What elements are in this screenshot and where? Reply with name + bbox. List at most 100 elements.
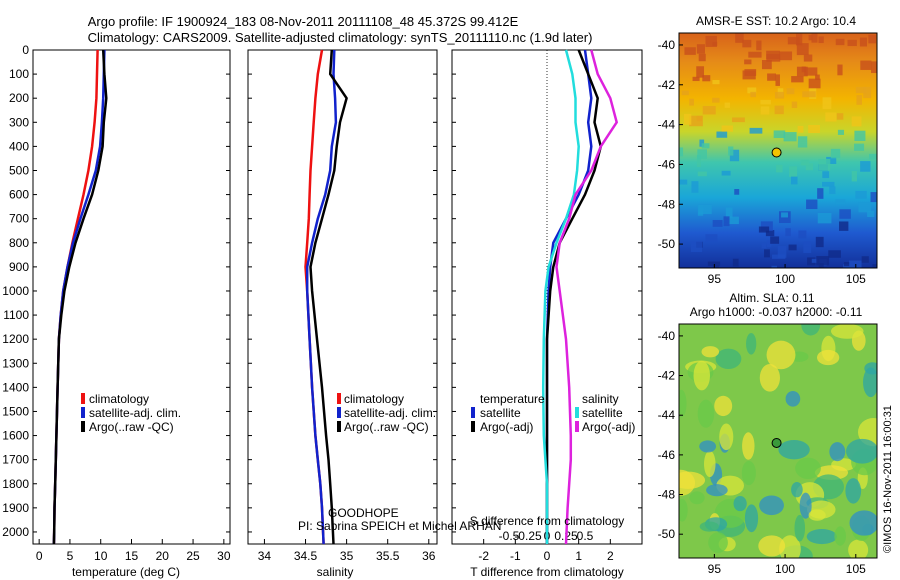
sla-texture-blob — [863, 367, 877, 398]
sst-texture-cell — [696, 44, 705, 54]
sst-texture-cell — [747, 87, 757, 94]
sst-texture-cell — [856, 95, 863, 105]
sla-texture-blob — [693, 360, 710, 391]
sst-texture-cell — [742, 39, 752, 48]
legend-swatch — [337, 407, 341, 418]
sst-texture-cell — [817, 188, 824, 199]
legend-swatch — [81, 407, 85, 418]
sst-texture-cell — [702, 105, 716, 115]
sst-texture-cell — [775, 74, 780, 86]
x-tick-label: 34 — [258, 549, 272, 563]
sst-texture-cell — [761, 60, 772, 70]
legend-satellite-adj: satellite-adj. clim. — [344, 406, 436, 420]
sst-texture-cell — [696, 155, 701, 167]
y-tick-label: 1800 — [2, 477, 29, 491]
sst-texture-cell — [728, 216, 739, 225]
sst-texture-cell — [772, 254, 786, 259]
sst-texture-cell — [835, 38, 845, 46]
sst-texture-cell — [855, 190, 867, 199]
legend-swatch — [575, 421, 579, 432]
salinity-series — [304, 49, 348, 545]
sst-texture-cell — [816, 256, 830, 266]
sst-texture-cell — [683, 113, 692, 125]
sst-texture-cell — [822, 181, 835, 187]
sla-texture-blob — [701, 346, 720, 358]
legend-temperature-title: temperature — [480, 392, 545, 406]
difference-legend: temperature salinity satellite Argo(-adj… — [471, 392, 635, 434]
sst-texture-cell — [790, 176, 798, 185]
sst-texture-cell — [750, 91, 757, 98]
sla-texture-blob — [799, 492, 812, 519]
sla-texture-blob — [779, 535, 801, 558]
sst-texture-cell — [679, 179, 688, 185]
sst-texture-cell — [829, 186, 836, 195]
sst-texture-cell — [836, 113, 844, 120]
map-y-tick-label: -46 — [658, 157, 676, 171]
series-line-argo-raw-qc- — [52, 49, 108, 545]
sst-texture-cell — [689, 98, 694, 106]
map-x-tick-label: 105 — [846, 562, 866, 576]
x-tick-label-top: -0.25 — [514, 529, 542, 543]
sst-texture-cell — [767, 73, 776, 81]
y-tick-label: 0 — [22, 43, 29, 57]
sst-texture-cell — [705, 234, 718, 242]
sla-texture-blob — [719, 423, 734, 451]
map-y-tick-label: -48 — [658, 488, 676, 502]
difference-series — [541, 49, 618, 545]
sst-texture-cell — [779, 51, 793, 61]
sst-texture-cell — [835, 199, 846, 205]
salinity-axis-ticks: 34 34.5 35 35.5 36 — [248, 49, 437, 563]
sst-texture-cell — [802, 91, 816, 98]
sst-texture-cell — [808, 78, 821, 89]
legend-satellite-adj: satellite-adj. clim. — [89, 406, 181, 420]
sst-texture-cell — [859, 37, 867, 47]
sla-texture-blob — [689, 491, 705, 505]
sst-texture-cell — [801, 160, 809, 166]
y-tick-label: 1500 — [2, 404, 29, 418]
title-line-2: Climatology: CARS2009. Satellite-adjuste… — [88, 30, 593, 45]
map-x-tick-label: 95 — [708, 562, 722, 576]
y-tick-label: 1200 — [2, 332, 29, 346]
sst-texture-cell — [848, 260, 862, 268]
sst-texture-cell — [828, 250, 841, 258]
legend-swatch — [337, 393, 341, 404]
legend-swatch — [471, 407, 475, 418]
temperature-xlabel: temperature (deg C) — [72, 565, 180, 579]
sla-texture-blob — [704, 450, 716, 478]
sst-texture-cell — [776, 164, 783, 173]
sst-texture-cell — [764, 249, 770, 258]
y-tick-label: 1900 — [2, 501, 29, 515]
map-y-tick-label: -50 — [658, 237, 676, 251]
sst-texture-cell — [785, 228, 791, 237]
sst-texture-cell — [781, 212, 788, 218]
sst-texture-cell — [697, 171, 707, 177]
legend-t-argo: Argo(-adj) — [480, 420, 533, 434]
sst-texture-cell — [721, 125, 733, 132]
sst-texture-cell — [804, 67, 818, 76]
sst-texture-cell — [868, 153, 877, 160]
x-tick-label: 0 — [544, 549, 551, 563]
sst-texture-cell — [854, 130, 866, 141]
sst-texture-cell — [786, 88, 795, 95]
sst-texture-cell — [806, 199, 818, 210]
sst-texture-cell — [696, 115, 703, 122]
sst-texture-cell — [729, 149, 740, 162]
sla-texture-blob — [849, 510, 877, 536]
sst-texture-cell — [817, 212, 832, 224]
sst-texture-cell — [851, 116, 862, 127]
sla-map-title-2: Argo h1000: -0.037 h2000: -0.11 — [690, 305, 863, 319]
map-y-tick-label: -44 — [658, 118, 676, 132]
sst-texture-cell — [732, 258, 739, 267]
sst-texture-cell — [808, 124, 820, 134]
sla-texture-blob — [679, 389, 687, 418]
sst-texture-cell — [870, 192, 877, 203]
sst-texture-cell — [843, 262, 850, 267]
sla-texture-blob — [778, 440, 810, 460]
x-tick-label: 20 — [156, 549, 170, 563]
sst-map — [679, 33, 877, 268]
y-tick-label: 1100 — [3, 308, 29, 322]
sst-texture-cell — [765, 230, 775, 237]
sst-texture-cell — [858, 202, 872, 213]
x-tick-label: 35.5 — [376, 549, 400, 563]
